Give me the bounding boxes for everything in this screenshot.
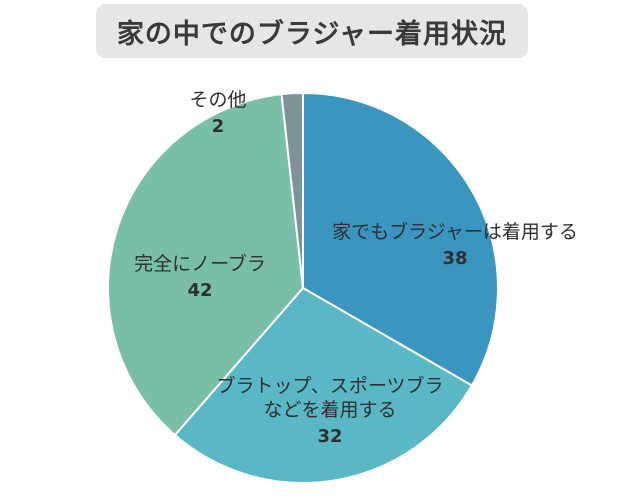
slice-label-0-line-0: 家でもブラジャーは着用する: [332, 220, 578, 243]
slice-value-0: 38: [442, 248, 467, 269]
slice-label-1-line-1: などを着用する: [263, 399, 396, 421]
slice-label-1-line-0: ブラトップ、スポーツブラ: [216, 374, 443, 397]
pie-slice-2: [107, 93, 305, 437]
slice-label-3-line-0: その他: [189, 89, 246, 111]
slice-value-2: 42: [187, 280, 212, 301]
chart-title: 家の中でのブラジャー着用状況: [116, 18, 508, 50]
pie-slice-0: [302, 91, 499, 387]
slice-value-1: 32: [317, 426, 342, 447]
slice-value-3: 2: [212, 116, 225, 137]
pie-slice-1: [173, 286, 474, 484]
pie-slice-3: [280, 91, 304, 289]
chart-title-box: 家の中でのブラジャー着用状況: [96, 4, 528, 58]
slice-label-2-line-0: 完全にノーブラ: [134, 252, 266, 275]
